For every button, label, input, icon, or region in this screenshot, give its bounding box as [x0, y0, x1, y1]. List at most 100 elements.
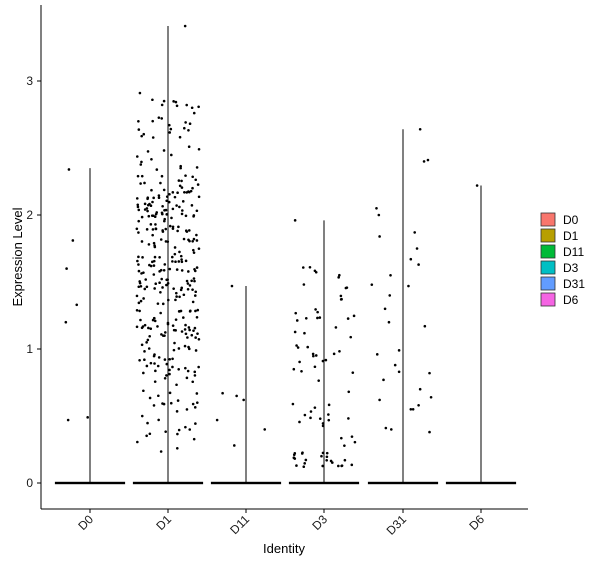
data-point-D3 — [317, 379, 320, 383]
data-point-D31 — [390, 428, 393, 431]
data-point-D0 — [86, 416, 89, 419]
data-point-D1 — [185, 191, 189, 194]
data-point-D1 — [185, 279, 189, 283]
data-point-D3 — [327, 403, 331, 407]
data-point-D1 — [187, 345, 190, 349]
data-point-D3 — [340, 464, 344, 467]
data-point-D3 — [300, 452, 304, 455]
data-point-D31 — [378, 398, 381, 402]
data-point-D1 — [187, 145, 191, 149]
data-point-D3 — [295, 344, 298, 347]
data-point-D1 — [193, 294, 197, 297]
data-point-D1 — [196, 332, 199, 335]
data-point-D3 — [301, 266, 305, 269]
data-point-D1 — [188, 310, 192, 313]
data-point-D1 — [165, 283, 168, 287]
data-point-D1 — [177, 428, 181, 432]
violin-base-D0 — [54, 481, 126, 485]
data-point-D1 — [187, 270, 190, 273]
data-point-D31 — [413, 231, 417, 234]
data-point-D1 — [174, 329, 177, 332]
data-point-D1 — [168, 123, 171, 127]
data-point-D1 — [146, 203, 150, 207]
data-point-D1 — [192, 111, 196, 115]
data-point-D3 — [318, 417, 322, 420]
data-point-D31 — [389, 274, 392, 277]
data-point-D11 — [263, 428, 267, 431]
x-tick-label: D1 — [153, 512, 174, 533]
data-point-D1 — [197, 147, 201, 151]
data-point-D1 — [145, 341, 148, 344]
data-point-D3 — [338, 349, 341, 353]
data-point-D3 — [320, 454, 323, 458]
data-point-D3 — [292, 367, 296, 371]
data-point-D1 — [186, 287, 190, 291]
data-point-D1 — [178, 205, 181, 209]
data-point-D1 — [137, 263, 140, 266]
data-point-D1 — [145, 228, 149, 231]
data-point-D1 — [148, 432, 152, 436]
data-point-D1 — [174, 318, 178, 321]
data-point-D3 — [293, 452, 297, 455]
data-point-D1 — [182, 316, 185, 319]
data-point-D0 — [67, 168, 71, 171]
data-point-D1 — [137, 219, 141, 223]
data-point-D1 — [159, 181, 162, 185]
data-point-D1 — [168, 224, 172, 228]
legend-key-D1 — [540, 228, 556, 243]
data-point-D1 — [178, 295, 181, 299]
data-point-D1 — [161, 229, 164, 232]
data-point-D1 — [160, 103, 164, 107]
data-point-D1 — [186, 282, 190, 285]
data-point-D3 — [311, 352, 315, 356]
data-point-D1 — [197, 337, 201, 341]
data-point-D1 — [193, 374, 197, 377]
data-point-D1 — [176, 432, 179, 436]
data-point-D31 — [384, 426, 388, 430]
data-point-D1 — [193, 326, 197, 330]
data-point-D1 — [157, 418, 160, 422]
data-point-D1 — [152, 404, 156, 407]
data-point-D1 — [179, 254, 183, 258]
data-point-D1 — [195, 392, 199, 395]
x-tick-label: D0 — [75, 512, 96, 533]
data-point-D1 — [152, 354, 156, 358]
data-point-D1 — [151, 136, 155, 139]
data-point-D1 — [193, 267, 196, 271]
data-point-D1 — [151, 233, 154, 237]
data-point-D31 — [382, 378, 385, 382]
x-tick-label: D3 — [309, 512, 330, 533]
data-point-D1 — [191, 380, 195, 384]
data-point-D1 — [188, 284, 192, 287]
data-point-D3 — [298, 360, 301, 364]
data-point-D3 — [302, 465, 306, 468]
data-point-D1 — [171, 207, 175, 211]
data-point-D1 — [180, 258, 183, 261]
data-point-D1 — [164, 430, 167, 433]
data-point-D1 — [143, 287, 147, 291]
jitter-points-layer — [64, 24, 479, 468]
data-point-D1 — [172, 348, 176, 352]
data-point-D1 — [175, 446, 179, 450]
y-tick-label: 1 — [26, 342, 33, 356]
data-point-D1 — [140, 134, 143, 138]
data-point-D3 — [314, 308, 317, 311]
data-point-D1 — [168, 267, 172, 271]
data-point-D1 — [180, 330, 184, 333]
data-point-D1 — [191, 300, 195, 304]
axes — [40, 5, 528, 510]
data-point-D1 — [171, 260, 174, 263]
data-point-D3 — [344, 286, 348, 290]
data-point-D1 — [191, 175, 194, 179]
data-point-D1 — [147, 347, 151, 350]
data-point-D1 — [183, 24, 187, 28]
data-point-D3 — [350, 463, 354, 467]
data-point-D1 — [192, 214, 196, 217]
data-point-D1 — [180, 186, 184, 189]
data-point-D1 — [187, 190, 191, 194]
data-point-D1 — [145, 364, 149, 368]
data-point-D1 — [185, 103, 189, 107]
data-point-D1 — [184, 332, 188, 336]
data-point-D3 — [309, 410, 313, 413]
data-point-D1 — [135, 155, 139, 158]
